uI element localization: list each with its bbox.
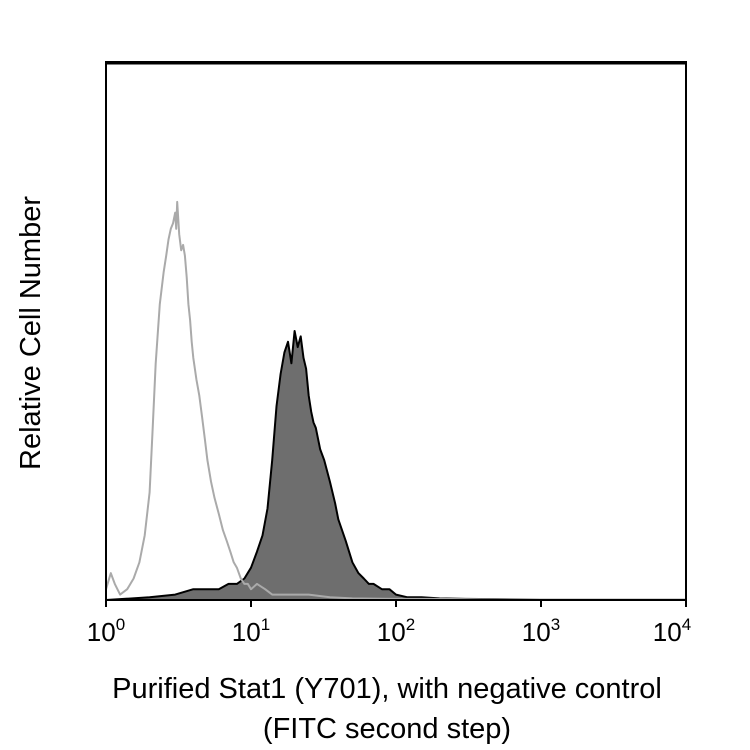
x-tick-label-3: 103 xyxy=(522,615,560,647)
x-tick-label-1: 101 xyxy=(232,615,270,647)
series-0-line xyxy=(105,200,686,601)
plot-frame xyxy=(105,61,687,601)
x-tick-label-4: 104 xyxy=(653,615,691,647)
series-1-fill xyxy=(106,331,686,600)
x-axis-title-line-1: Purified Stat1 (Y701), with negative con… xyxy=(112,673,662,705)
x-tick-labels: 100 101 102 103 104 xyxy=(87,615,691,647)
x-tick-label-0: 100 xyxy=(87,615,125,647)
x-axis-title-line-2: (FITC second step) xyxy=(263,713,511,745)
series-1-edge xyxy=(105,330,686,601)
y-axis-title: Relative Cell Number xyxy=(15,196,47,470)
x-tick-marks xyxy=(105,600,687,607)
series-layer xyxy=(105,200,686,601)
x-tick-label-2: 102 xyxy=(377,615,415,647)
